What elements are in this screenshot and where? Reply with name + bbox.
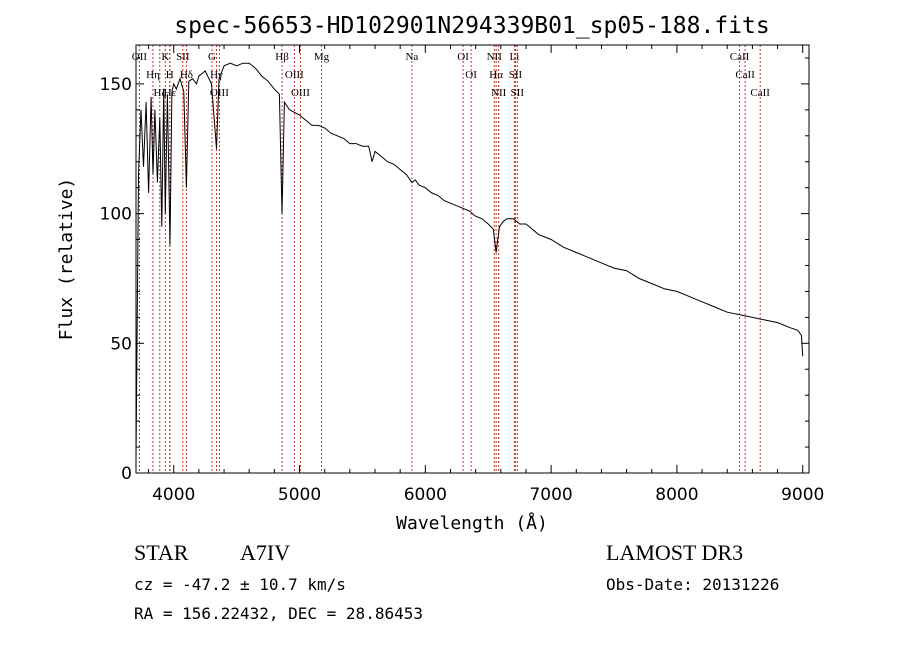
- line-label: K: [161, 51, 169, 63]
- observation-date: Obs-Date: 20131226: [606, 575, 779, 594]
- line-label: OIII: [285, 69, 304, 81]
- line-label: CaII: [750, 87, 770, 99]
- line-label: OIII: [210, 87, 229, 99]
- x-tick-label: 4000: [152, 485, 195, 505]
- chart-title: spec-56653-HD102901N294339B01_sp05-188.f…: [174, 13, 769, 39]
- spectral-subclass: A7IV: [240, 540, 290, 565]
- line-label: NII: [487, 51, 503, 63]
- line-label: OII: [132, 51, 148, 63]
- line-label: H: [166, 69, 174, 81]
- line-label: Hγ: [210, 69, 223, 81]
- x-tick-label: 5000: [278, 485, 321, 505]
- x-tick-label: 7000: [529, 485, 572, 505]
- line-label: NII: [491, 87, 507, 99]
- line-label: CaII: [735, 69, 755, 81]
- x-tick-label: 6000: [404, 485, 447, 505]
- line-label: Li: [509, 51, 519, 63]
- y-tick-label: 100: [100, 205, 132, 225]
- line-label: SII: [511, 87, 525, 99]
- plot-frame: [135, 44, 810, 474]
- line-label: OIII: [291, 87, 310, 99]
- spectral-line-markers: [138, 45, 761, 473]
- x-axis: 4000 5000 6000 7000 8000 9000: [148, 45, 824, 505]
- line-label: Hε: [164, 87, 177, 99]
- line-label: OI: [457, 51, 469, 63]
- line-label: CaII: [730, 51, 750, 63]
- spectrum-line: [135, 62, 804, 461]
- x-tick-label: 9000: [781, 485, 824, 505]
- y-tick-label: 50: [110, 334, 132, 354]
- x-tick-label: 8000: [655, 485, 698, 505]
- survey-name: LAMOST DR3: [606, 540, 743, 565]
- line-label: Na: [405, 51, 418, 63]
- coordinates: RA = 156.22432, DEC = 28.86453: [134, 604, 423, 623]
- y-axis-label: Flux (relative): [56, 178, 77, 341]
- line-label: SII: [176, 51, 190, 63]
- object-type: STAR: [134, 540, 189, 565]
- y-tick-label: 150: [100, 75, 132, 95]
- line-label: Hα: [489, 69, 503, 81]
- y-axis: 0 50 100 150: [100, 57, 809, 484]
- y-tick-label: 0: [121, 464, 132, 484]
- line-label: Hβ: [275, 51, 289, 63]
- line-label: G: [208, 51, 216, 63]
- line-label: OI: [465, 69, 477, 81]
- redshift-velocity: cz = -47.2 ± 10.7 km/s: [134, 575, 346, 594]
- line-label: Mg: [314, 51, 330, 63]
- line-label: SII: [509, 69, 523, 81]
- line-label: Hδ: [180, 69, 193, 81]
- x-axis-label: Wavelength (Å): [396, 512, 548, 534]
- line-label: Hη: [146, 69, 160, 81]
